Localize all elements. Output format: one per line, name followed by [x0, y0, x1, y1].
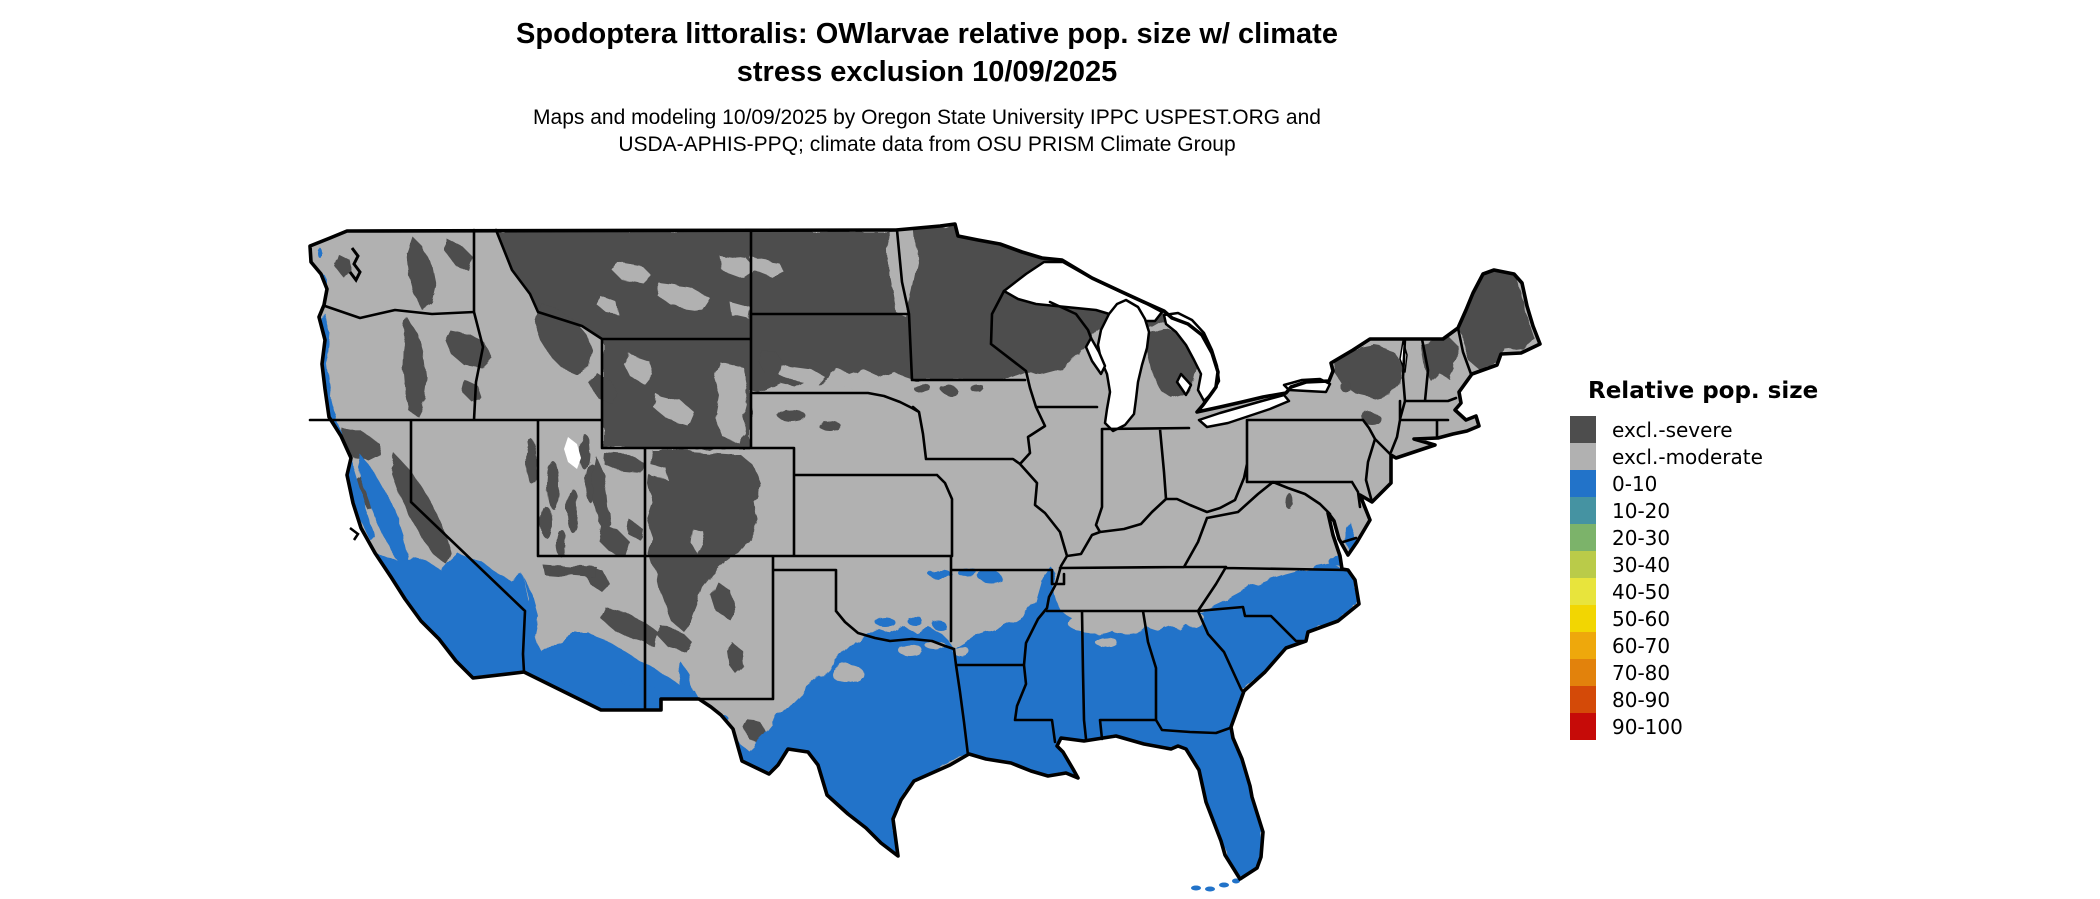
chart-header: Spodoptera littoralis: OWlarvae relative… [0, 16, 1854, 158]
legend-row: 90-100 [1570, 713, 1870, 740]
title-line-2: stress exclusion 10/09/2025 [736, 55, 1118, 88]
legend-label: 0-10 [1612, 471, 1658, 496]
florida-keys [1191, 878, 1240, 892]
legend-row: excl.-moderate [1570, 443, 1870, 470]
legend-row: 40-50 [1570, 578, 1870, 605]
legend-swatch [1570, 605, 1596, 632]
legend-swatch [1570, 578, 1596, 605]
legend-label: 90-100 [1612, 714, 1683, 739]
great-salt-lake [564, 437, 581, 469]
legend-label: 60-70 [1612, 633, 1671, 658]
us-outline [308, 222, 1542, 881]
state-borders [308, 228, 1473, 757]
legend-label: 50-60 [1612, 606, 1671, 631]
zone-moderate-over-blue [832, 611, 1205, 683]
legend-row: 30-40 [1570, 551, 1870, 578]
legend-label: 40-50 [1612, 579, 1671, 604]
us-map [308, 222, 1542, 892]
legend-swatch [1570, 470, 1596, 497]
saginaw-bay [1175, 372, 1193, 397]
legend-swatch [1570, 713, 1596, 740]
legend-swatch [1570, 524, 1596, 551]
subtitle-line-1: Maps and modeling 10/09/2025 by Oregon S… [533, 106, 1321, 130]
legend-row: 0-10 [1570, 470, 1870, 497]
legend-title: Relative pop. size [1588, 378, 1819, 404]
legend-row: 70-80 [1570, 659, 1870, 686]
puget-sound [348, 247, 362, 283]
legend-row: 50-60 [1570, 605, 1870, 632]
subtitle: Maps and modeling 10/09/2025 by Oregon S… [0, 105, 1854, 158]
legend-swatch [1570, 551, 1596, 578]
legend-swatch [1570, 443, 1596, 470]
legend-swatch [1570, 416, 1596, 443]
san-francisco-bay [349, 527, 360, 541]
legend-label: 70-80 [1612, 660, 1671, 685]
map-container [300, 222, 1545, 894]
legend-row: 60-70 [1570, 632, 1870, 659]
zone-moderate-patches [596, 228, 918, 554]
legend: Relative pop. size excl.-severe excl.-mo… [1570, 378, 1870, 740]
legend-row: excl.-severe [1570, 416, 1870, 443]
legend-swatch [1570, 497, 1596, 524]
legend-label: 10-20 [1612, 498, 1671, 523]
green-bay [1084, 336, 1107, 376]
legend-label: 20-30 [1612, 525, 1671, 550]
legend-row: 80-90 [1570, 686, 1870, 713]
title-line-1: Spodoptera littoralis: OWlarvae relative… [516, 18, 1338, 50]
legend-label: excl.-moderate [1612, 444, 1763, 469]
legend-rows: excl.-severe excl.-moderate 0-10 10-20 2… [1570, 416, 1870, 740]
legend-row: 20-30 [1570, 524, 1870, 551]
page-title: Spodoptera littoralis: OWlarvae relative… [0, 16, 1854, 91]
legend-swatch [1570, 632, 1596, 659]
lake-michigan [1096, 298, 1151, 433]
great-lakes [564, 260, 1408, 469]
legend-swatch [1570, 659, 1596, 686]
legend-label: 80-90 [1612, 687, 1671, 712]
legend-label: 30-40 [1612, 552, 1671, 577]
zone-pop-0-10 [316, 247, 1359, 879]
subtitle-line-2: USDA-APHIS-PPQ; climate data from OSU PR… [618, 132, 1236, 156]
lake-erie [1197, 393, 1291, 429]
legend-label: excl.-severe [1612, 417, 1733, 442]
legend-swatch [1570, 686, 1596, 713]
legend-row: 10-20 [1570, 497, 1870, 524]
